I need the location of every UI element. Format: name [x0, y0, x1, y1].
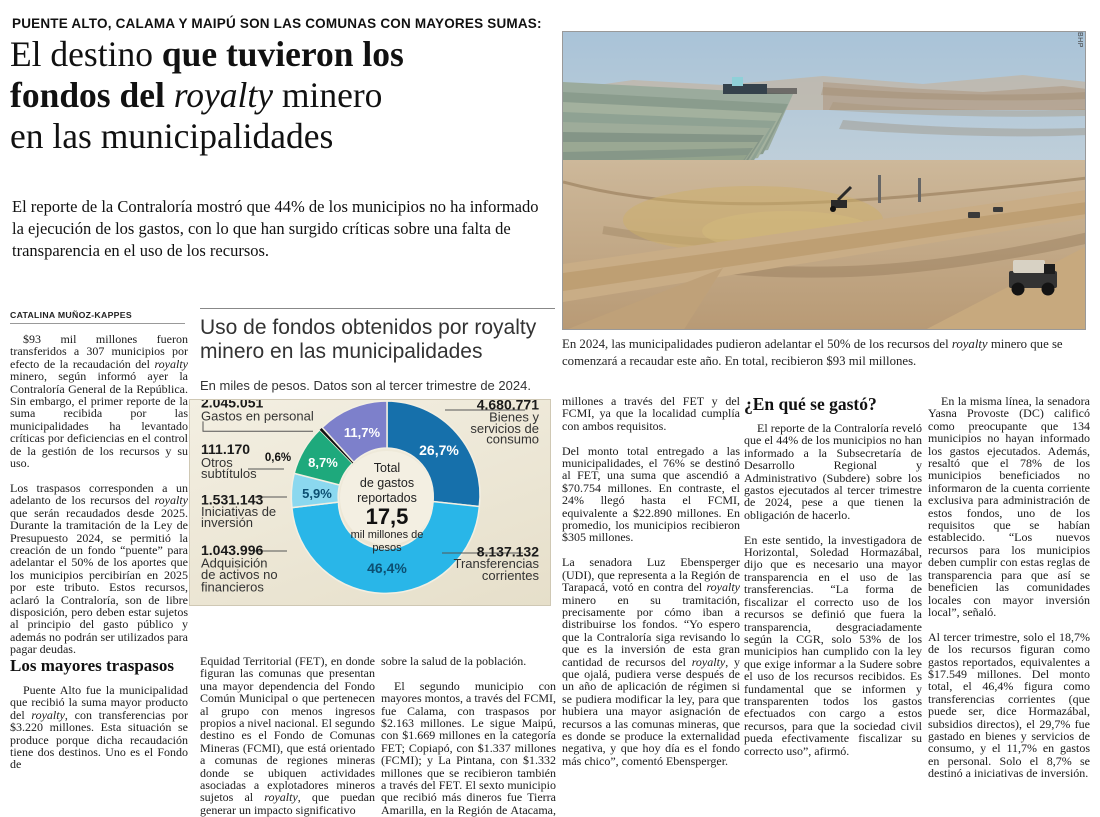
svg-text:17,5: 17,5: [366, 504, 409, 529]
svg-text:5,9%: 5,9%: [302, 486, 332, 501]
svg-text:mil millones de: mil millones de: [351, 529, 424, 541]
svg-text:pesos: pesos: [372, 542, 402, 554]
svg-text:corrientes: corrientes: [482, 568, 540, 583]
svg-text:Gastos en personal: Gastos en personal: [201, 409, 314, 424]
svg-text:reportados: reportados: [357, 491, 417, 505]
svg-text:Total: Total: [374, 461, 400, 475]
svg-text:0,6%: 0,6%: [265, 452, 291, 464]
svg-text:26,7%: 26,7%: [419, 442, 459, 458]
svg-text:subtítulos: subtítulos: [201, 466, 257, 481]
svg-text:11,7%: 11,7%: [344, 425, 381, 440]
svg-text:de gastos: de gastos: [360, 476, 414, 490]
svg-text:consumo: consumo: [486, 432, 539, 447]
svg-text:8,7%: 8,7%: [308, 455, 338, 470]
svg-text:financieros: financieros: [201, 579, 264, 594]
svg-text:46,4%: 46,4%: [367, 560, 407, 576]
svg-text:inversión: inversión: [201, 515, 253, 530]
